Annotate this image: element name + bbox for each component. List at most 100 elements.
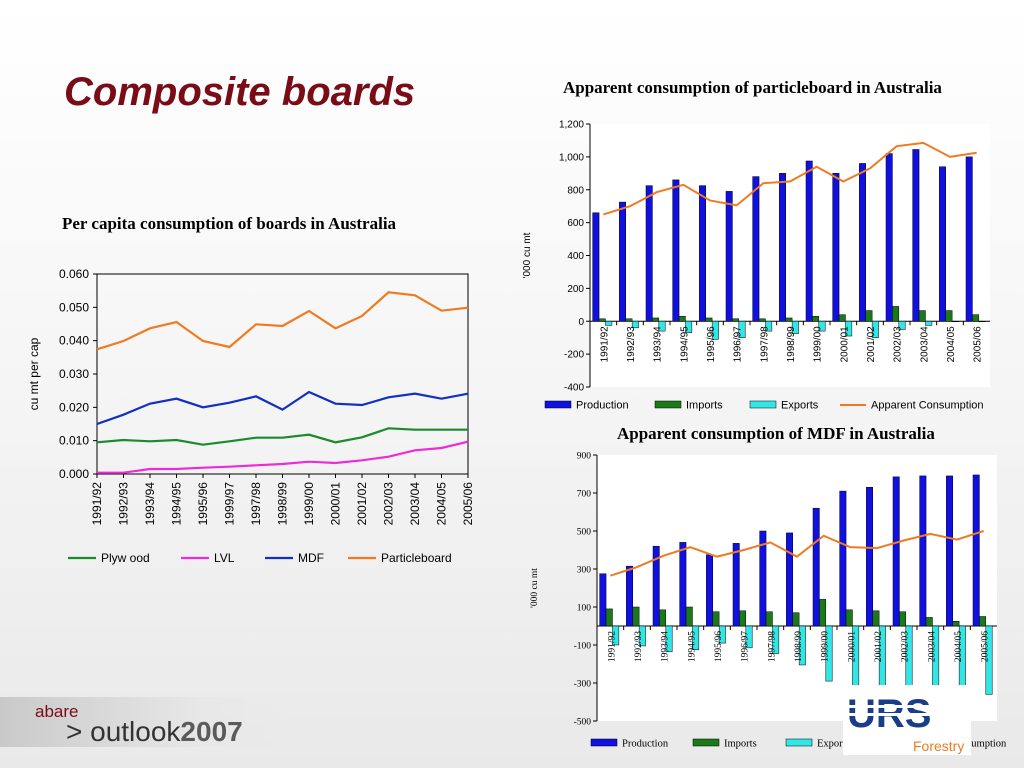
- legend-label: Exports: [817, 739, 850, 750]
- bar-production: [892, 476, 900, 627]
- bar-imports: [812, 316, 820, 322]
- x-tick-label: 1999/00: [821, 631, 831, 662]
- series-line-apparent-consumption: [610, 530, 984, 577]
- bar-imports: [925, 617, 933, 627]
- x-tick-label: 2001/02: [866, 326, 877, 363]
- legend-label: Apparent Consumption: [871, 400, 984, 412]
- bar-imports: [632, 606, 640, 627]
- bar-imports: [979, 616, 987, 627]
- bar-exports: [692, 625, 700, 650]
- bar-imports: [678, 316, 686, 322]
- y-tick-label: 1,200: [559, 120, 584, 131]
- y-tick-label: 400: [567, 251, 584, 262]
- series-line-mdf: [96, 390, 469, 426]
- bar-production: [679, 542, 687, 627]
- bar-exports: [871, 321, 879, 338]
- plot-area: [597, 455, 997, 721]
- bar-production: [965, 156, 973, 322]
- series-line-apparent-consumption: [603, 141, 977, 216]
- bar-imports: [605, 608, 613, 627]
- bar-imports: [732, 318, 740, 322]
- bar-production: [725, 191, 733, 322]
- bar-exports: [711, 321, 719, 340]
- bar-exports: [985, 625, 993, 695]
- legend-swatch: [785, 738, 813, 747]
- urs-logo-forestry: Forestry: [913, 738, 964, 754]
- bar-imports: [972, 314, 980, 322]
- y-tick-label: 0.000: [59, 467, 89, 481]
- x-tick-label: 1991/92: [599, 326, 610, 363]
- y-tick-label: 900: [577, 452, 592, 462]
- y-tick-label: 0.050: [59, 300, 89, 314]
- x-tick-label: 2003/04: [408, 482, 422, 526]
- plot-area: [590, 124, 990, 387]
- bar-production: [672, 179, 680, 322]
- y-tick-label: -100: [574, 642, 592, 652]
- y-tick-label: 600: [567, 218, 584, 229]
- bar-production: [939, 166, 946, 322]
- bar-imports: [872, 610, 880, 627]
- bar-production: [759, 530, 767, 627]
- legend-swatch: [590, 738, 618, 747]
- x-tick-label: 2000/01: [329, 482, 343, 526]
- bar-production: [805, 160, 813, 322]
- x-tick-label: 2001/02: [355, 482, 369, 526]
- y-tick-label: -200: [564, 350, 584, 361]
- x-tick-label: 1994/95: [170, 482, 184, 526]
- bar-exports: [772, 625, 780, 654]
- bar-production: [652, 545, 660, 627]
- y-tick-label: 0.030: [59, 367, 89, 381]
- bar-production: [752, 176, 760, 322]
- x-tick-label: 2002/03: [382, 482, 396, 526]
- bar-imports: [685, 606, 693, 627]
- bar-production: [599, 573, 607, 627]
- bar-imports: [598, 318, 606, 322]
- x-tick-label: 2003/04: [919, 326, 930, 363]
- bar-imports: [838, 314, 846, 322]
- bar-production: [786, 532, 793, 627]
- x-tick-label: 2005/06: [973, 326, 984, 363]
- y-tick-label: -400: [564, 383, 584, 394]
- bar-imports: [712, 611, 720, 627]
- bar-imports: [918, 310, 926, 322]
- bar-imports: [845, 609, 853, 627]
- x-tick-label: 1993/94: [653, 326, 664, 363]
- chart-title-per-capita: Per capita consumption of boards in Aust…: [62, 214, 397, 233]
- plot-area: [96, 273, 469, 475]
- bar-exports: [685, 321, 693, 334]
- legend-swatch: [692, 738, 720, 747]
- bar-production: [832, 173, 840, 322]
- x-tick-label: 1998/99: [794, 631, 804, 662]
- bar-exports: [665, 625, 673, 652]
- series-line-particleboard: [96, 291, 469, 351]
- bar-imports: [739, 610, 747, 627]
- bar-production: [919, 475, 927, 627]
- x-tick-label: 1995/96: [714, 631, 724, 662]
- y-tick-label: 200: [567, 284, 584, 295]
- bar-exports: [818, 321, 826, 332]
- bar-exports: [745, 625, 753, 649]
- bar-production: [779, 173, 786, 322]
- legend-label: Particleboard: [381, 551, 452, 565]
- bar-production: [706, 554, 713, 627]
- bar-production: [732, 543, 740, 627]
- y-tick-label: 0: [578, 317, 584, 328]
- bar-production: [812, 507, 820, 627]
- y-tick-label: 0.040: [59, 334, 89, 348]
- bar-exports: [765, 321, 773, 332]
- bar-exports: [658, 321, 666, 332]
- per-capita-line-chart: 0.000 0.010 0.020 0.030 0.040 0.050 0.060 1991/…: [27, 267, 475, 565]
- bar-production: [859, 163, 866, 322]
- bar-exports: [638, 625, 646, 647]
- bar-imports: [792, 612, 800, 627]
- bar-production: [885, 153, 893, 322]
- bar-exports: [605, 321, 613, 326]
- bar-exports: [738, 321, 746, 338]
- x-tick-label: 1994/95: [679, 326, 690, 363]
- y-axis-label: '000 cu mt: [522, 232, 533, 278]
- bar-imports: [819, 599, 827, 627]
- abare-label: abare: [35, 702, 79, 721]
- x-tick-label: 1992/93: [634, 631, 644, 662]
- bar-imports: [865, 310, 873, 322]
- mdf-bar-chart: -500 -300 -100 100 300 500 700 900 1991/92 1992/9…: [530, 452, 1007, 750]
